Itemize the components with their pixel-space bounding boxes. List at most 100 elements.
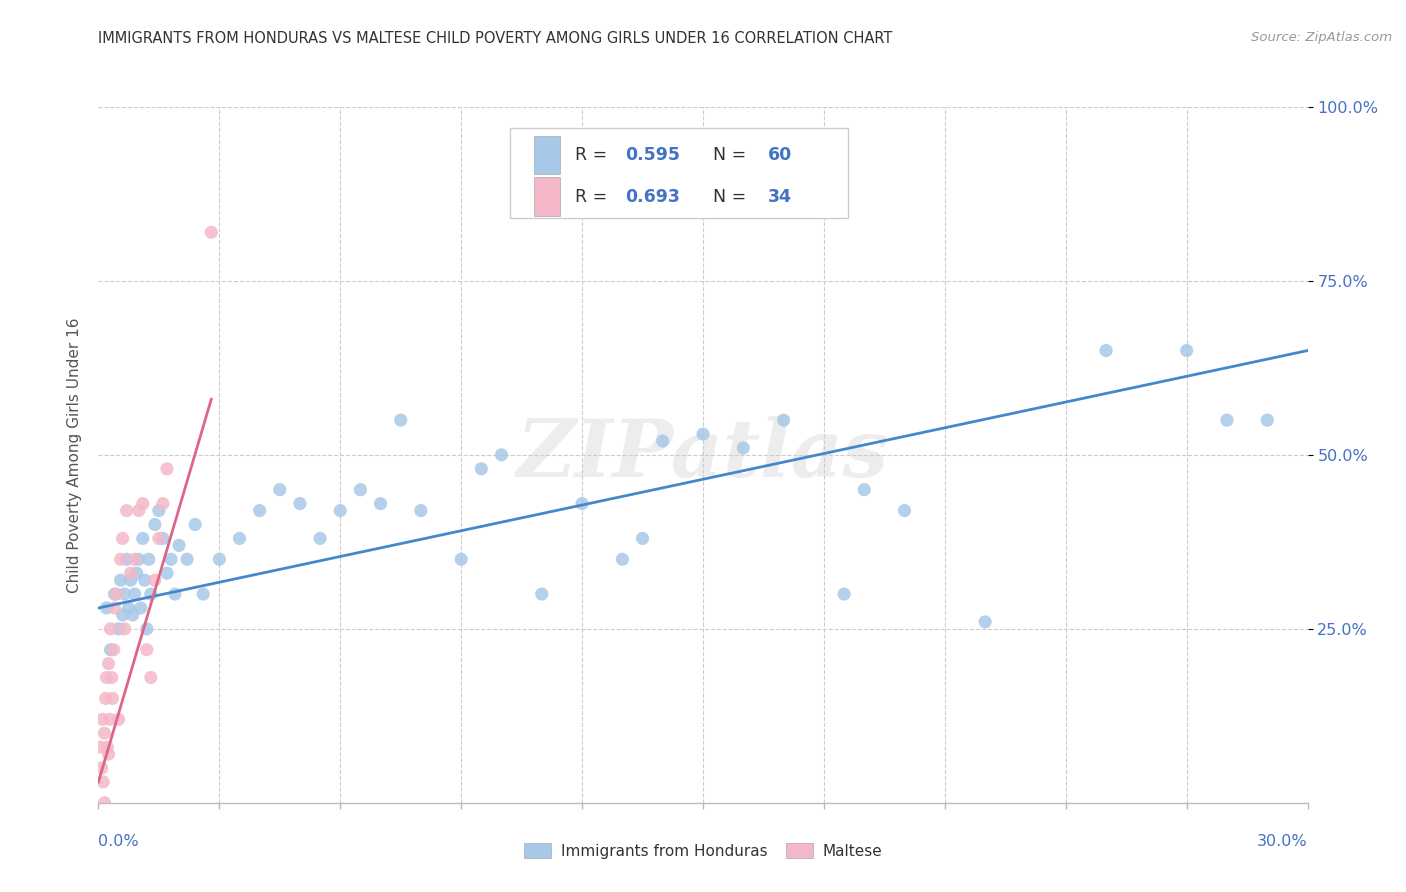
Point — [612, 552, 634, 566]
Point — [121, 607, 143, 622]
Point — [128, 503, 150, 517]
Point — [90, 761, 112, 775]
Point — [129, 601, 152, 615]
Text: IMMIGRANTS FROM HONDURAS VS MALTESE CHILD POVERTY AMONG GIRLS UNDER 16 CORRELATI: IMMIGRANTS FROM HONDURAS VS MALTESE CHIL… — [98, 31, 893, 46]
Point — [93, 796, 115, 810]
Point — [98, 712, 121, 726]
Point — [94, 691, 117, 706]
Point — [132, 497, 155, 511]
FancyBboxPatch shape — [509, 128, 848, 219]
Point — [135, 622, 157, 636]
Legend: Immigrants from Honduras, Maltese: Immigrants from Honduras, Maltese — [517, 837, 889, 864]
Point — [89, 740, 111, 755]
Point — [91, 712, 114, 726]
Point — [228, 532, 250, 546]
Point — [329, 503, 352, 517]
Point — [100, 671, 122, 685]
Point — [160, 552, 183, 566]
Point — [370, 497, 392, 511]
Point — [111, 532, 134, 546]
Text: 0.693: 0.693 — [626, 187, 681, 205]
Point — [96, 601, 118, 615]
Point — [101, 691, 124, 706]
Point — [309, 532, 332, 546]
Point — [974, 615, 997, 629]
Text: 0.0%: 0.0% — [98, 834, 139, 849]
Point — [156, 462, 179, 476]
Point — [176, 552, 198, 566]
Point — [288, 497, 311, 511]
Point — [97, 747, 120, 761]
Bar — [534, 136, 561, 174]
Point — [184, 517, 207, 532]
Point — [200, 225, 222, 239]
Point — [138, 552, 160, 566]
Point — [100, 622, 122, 636]
Point — [100, 642, 122, 657]
Point — [103, 587, 125, 601]
Point — [91, 775, 114, 789]
Point — [111, 607, 134, 622]
Point — [96, 740, 118, 755]
Point — [103, 642, 125, 657]
Point — [389, 413, 412, 427]
Point — [772, 413, 794, 427]
Y-axis label: Child Poverty Among Girls Under 16: Child Poverty Among Girls Under 16 — [66, 318, 82, 592]
Point — [156, 566, 179, 581]
Point — [571, 497, 593, 511]
Point — [450, 552, 472, 566]
Point — [107, 622, 129, 636]
Point — [143, 573, 166, 587]
Text: R =: R = — [575, 187, 613, 205]
Point — [128, 552, 150, 566]
Text: R =: R = — [575, 145, 613, 164]
Point — [269, 483, 291, 497]
Point — [631, 532, 654, 546]
Point — [651, 434, 673, 448]
Point — [1216, 413, 1239, 427]
Text: 34: 34 — [768, 187, 793, 205]
Point — [167, 538, 190, 552]
Point — [249, 503, 271, 517]
Point — [93, 726, 115, 740]
Point — [1175, 343, 1198, 358]
Point — [733, 441, 755, 455]
Point — [96, 671, 118, 685]
Point — [152, 497, 174, 511]
Point — [692, 427, 714, 442]
Point — [1256, 413, 1278, 427]
Point — [115, 503, 138, 517]
Point — [152, 532, 174, 546]
Point — [409, 503, 432, 517]
Point — [114, 587, 136, 601]
Text: N =: N = — [702, 145, 752, 164]
Point — [148, 532, 170, 546]
Point — [110, 552, 132, 566]
Point — [124, 587, 146, 601]
Point — [470, 462, 492, 476]
Point — [118, 601, 141, 615]
Point — [163, 587, 186, 601]
Point — [132, 532, 155, 546]
Point — [148, 503, 170, 517]
Point — [143, 517, 166, 532]
Point — [893, 503, 915, 517]
Point — [125, 566, 148, 581]
Point — [105, 587, 128, 601]
Point — [124, 552, 146, 566]
Text: 30.0%: 30.0% — [1257, 834, 1308, 849]
Bar — [534, 178, 561, 216]
Point — [139, 671, 162, 685]
Point — [103, 601, 125, 615]
Point — [114, 622, 136, 636]
Point — [349, 483, 371, 497]
Point — [208, 552, 231, 566]
Point — [107, 712, 129, 726]
Text: ZIPatlas: ZIPatlas — [517, 417, 889, 493]
Point — [193, 587, 215, 601]
Point — [853, 483, 876, 497]
Point — [120, 573, 142, 587]
Point — [115, 552, 138, 566]
Text: 0.595: 0.595 — [626, 145, 681, 164]
Text: N =: N = — [702, 187, 752, 205]
